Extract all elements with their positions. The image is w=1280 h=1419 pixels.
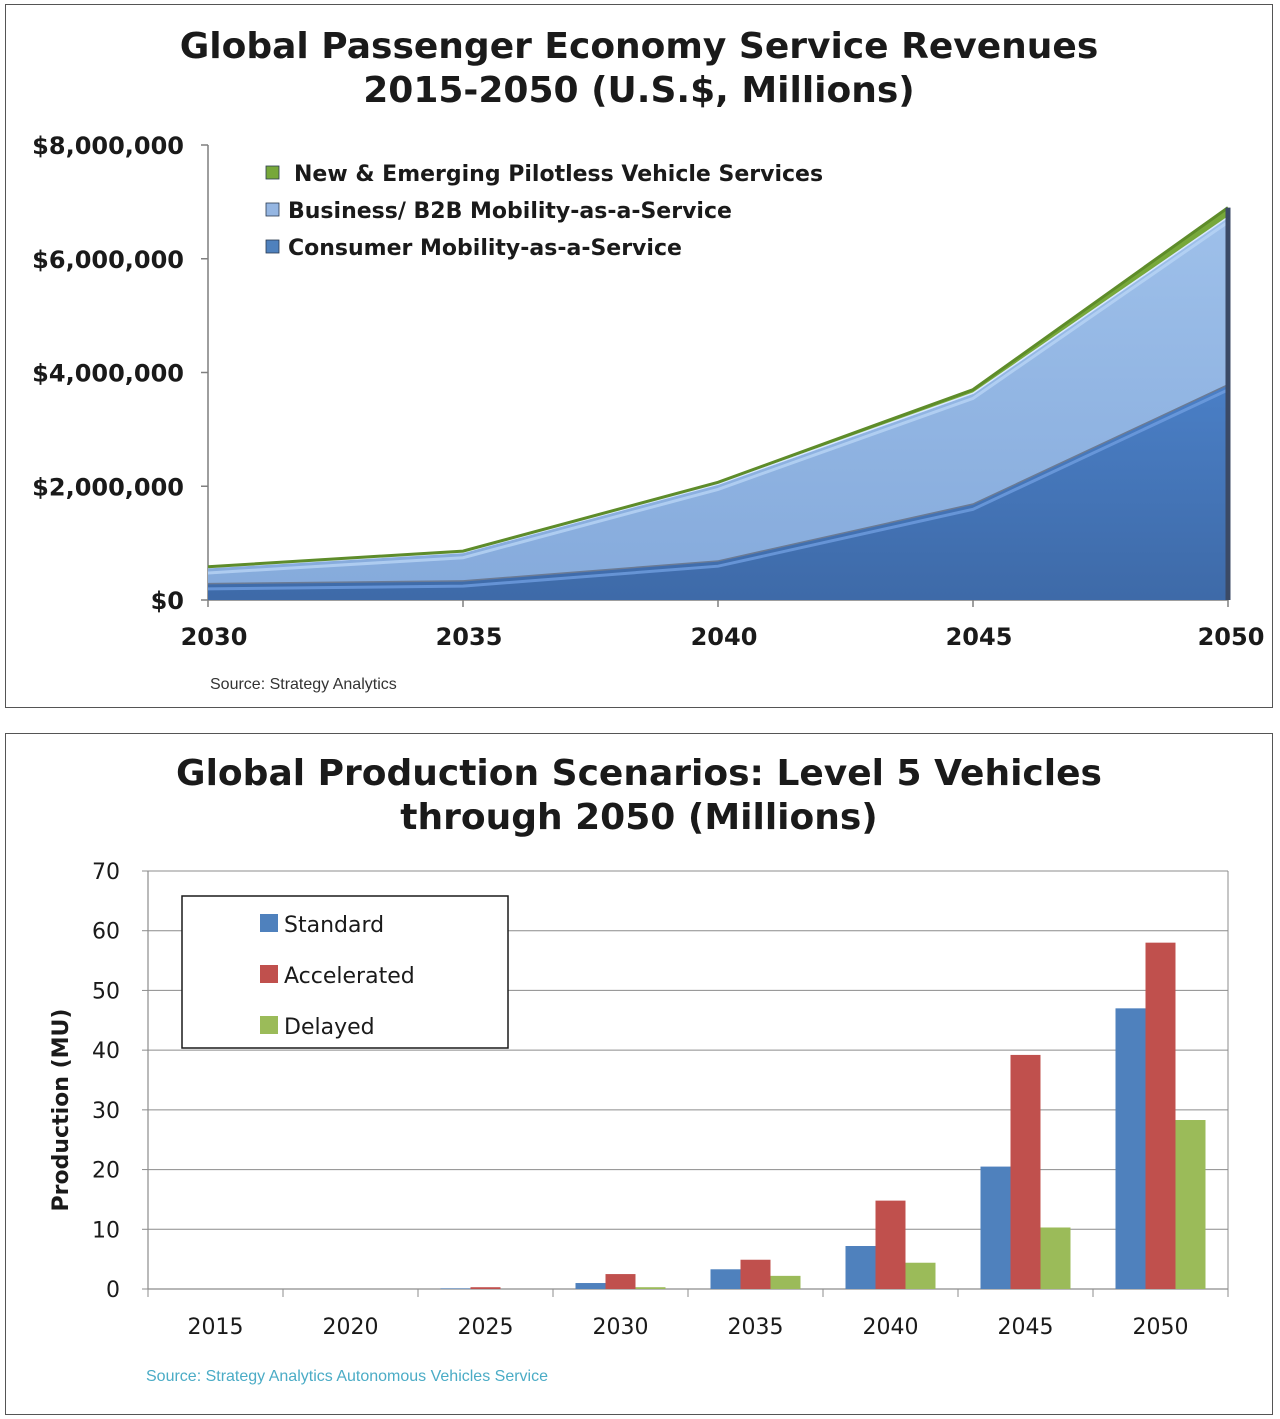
bar-standard-2040 <box>845 1246 876 1289</box>
legend-swatch-consumer-mobility-as-a-service <box>265 239 280 254</box>
bar-standard-2025 <box>440 1288 471 1289</box>
legend-swatch-accelerated <box>260 965 278 983</box>
series-area-consumer-mobility <box>208 383 1228 600</box>
y-tick-label: 40 <box>92 1039 120 1064</box>
bar-delayed-2030 <box>635 1287 666 1289</box>
x-tick-label: 2050 <box>1198 623 1265 651</box>
legend-label-delayed: Delayed <box>284 1015 375 1040</box>
series-area-business-b2b-mobility <box>208 216 1228 583</box>
x-tick-label: 2045 <box>946 623 1013 651</box>
y-tick-label: $6,000,000 <box>32 246 184 274</box>
revenue-chart-panel: Global Passenger Economy Service Revenue… <box>5 4 1273 708</box>
legend-swatch-standard <box>260 914 278 932</box>
bar-accelerated-2040 <box>875 1200 906 1289</box>
y-tick-label: 20 <box>92 1159 120 1184</box>
bar-delayed-2045 <box>1040 1227 1071 1289</box>
chart-title: Global Production Scenarios: Level 5 Veh… <box>6 752 1272 840</box>
bar-standard-2050 <box>1115 1008 1146 1289</box>
y-tick-label: 70 <box>92 860 120 885</box>
x-tick-label: 2015 <box>188 1315 244 1340</box>
chart-title: Global Passenger Economy Service Revenue… <box>6 25 1272 113</box>
bar-delayed-2050 <box>1175 1120 1206 1289</box>
bar-delayed-2040 <box>905 1262 936 1289</box>
y-axis-label: Production (MU) <box>49 1009 74 1212</box>
y-tick-label: 50 <box>92 979 120 1004</box>
production-chart-panel: Global Production Scenarios: Level 5 Veh… <box>5 733 1273 1415</box>
series-area-pilotless-vehicle-services-edge <box>207 206 1229 569</box>
x-tick-label: 2050 <box>1133 1315 1189 1340</box>
chart-title-line-1: Global Passenger Economy Service Revenue… <box>179 26 1099 67</box>
legend-label-business-b2b-mobility-as-a-service: Business/ B2B Mobility-as-a-Service <box>288 199 732 224</box>
bar-accelerated-2025 <box>470 1287 501 1289</box>
legend-swatch-business-b2b-mobility-as-a-service <box>265 202 280 217</box>
legend-swatch-new-emerging-pilotless-vehicle-services <box>265 165 280 180</box>
y-tick-label: $0 <box>151 587 184 615</box>
legend-swatch-delayed <box>260 1016 278 1034</box>
legend-label-new-emerging-pilotless-vehicle-services: New & Emerging Pilotless Vehicle Service… <box>294 162 823 187</box>
revenue-area-chart: $0 $2,000,000 $4,000,000 $6,000,000 $8,000,0… <box>32 132 1265 651</box>
bar-delayed-2035 <box>770 1275 801 1289</box>
y-tick-label: 30 <box>92 1099 120 1124</box>
y-tick-label: 60 <box>92 920 120 945</box>
chart-title-line-1: Global Production Scenarios: Level 5 Veh… <box>176 753 1102 794</box>
bar-accelerated-2045 <box>1010 1054 1041 1289</box>
y-tick-label: 0 <box>106 1278 120 1303</box>
x-tick-label: 2030 <box>181 623 248 651</box>
legend-label-consumer-mobility-as-a-service: Consumer Mobility-as-a-Service <box>288 236 682 261</box>
y-tick-label: $2,000,000 <box>32 473 184 501</box>
legend-box <box>181 895 509 1049</box>
chart-title-line-2: through 2050 (Millions) <box>400 797 878 838</box>
x-tick-label: 2025 <box>458 1315 514 1340</box>
chart-source: Source: Strategy Analytics <box>210 676 397 693</box>
x-tick-label: 2040 <box>691 623 758 651</box>
legend-label-standard: Standard <box>284 913 384 938</box>
y-tick-label: $8,000,000 <box>32 132 184 160</box>
y-tick-label: $4,000,000 <box>32 360 184 388</box>
x-tick-label: 2020 <box>323 1315 379 1340</box>
legend-label-accelerated: Accelerated <box>284 964 415 989</box>
x-tick-label: 2045 <box>998 1315 1054 1340</box>
bar-standard-2035 <box>710 1269 741 1289</box>
y-tick-label: 10 <box>92 1218 120 1243</box>
bar-accelerated-2030 <box>605 1274 636 1289</box>
chart-title-line-2: 2015-2050 (U.S.$, Millions) <box>363 70 915 111</box>
bar-standard-2030 <box>575 1283 606 1289</box>
x-tick-label: 2035 <box>728 1315 784 1340</box>
bar-accelerated-2035 <box>740 1259 771 1289</box>
bar-accelerated-2050 <box>1145 942 1176 1289</box>
series-area-consumer-mobility-inner-highlight <box>207 388 1229 591</box>
x-tick-label: 2040 <box>863 1315 919 1340</box>
x-tick-label: 2030 <box>593 1315 649 1340</box>
bar-standard-2045 <box>980 1166 1011 1289</box>
series-area-business-b2b-mobility-inner-highlight <box>207 220 1229 575</box>
chart-source: Source: Strategy Analytics Autonomous Ve… <box>146 1368 548 1385</box>
x-tick-label: 2035 <box>436 623 503 651</box>
